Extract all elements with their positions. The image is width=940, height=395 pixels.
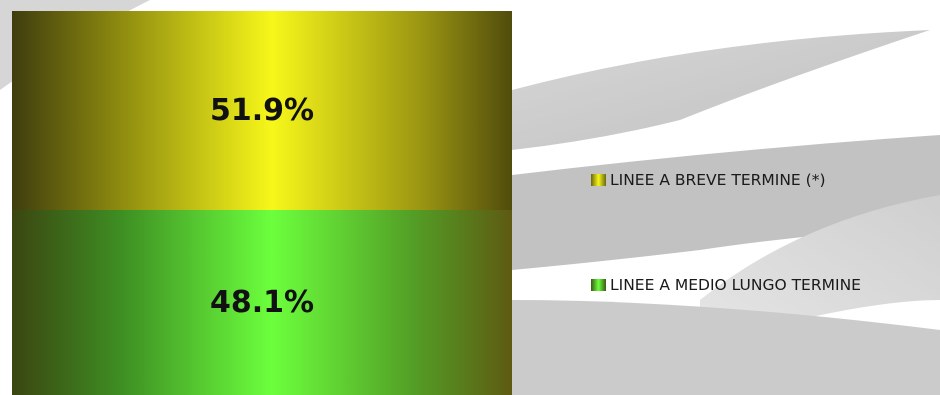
stacked-bar: 48.1% 51.9% — [12, 11, 512, 395]
data-label-medium-long-term: 48.1% — [209, 285, 315, 320]
legend-label-medium-long-term: LINEE A MEDIO LUNGO TERMINE — [610, 276, 861, 294]
bar-segment-short-term: 51.9% — [12, 11, 512, 210]
legend-swatch-green — [591, 279, 606, 291]
data-label-short-term: 51.9% — [209, 93, 315, 128]
legend-item-short-term: LINEE A BREVE TERMINE (*) — [591, 171, 826, 189]
legend-item-medium-long-term: LINEE A MEDIO LUNGO TERMINE — [591, 276, 861, 294]
legend-swatch-yellow — [591, 174, 606, 186]
bar-segment-medium-long-term: 48.1% — [12, 210, 512, 395]
legend-label-short-term: LINEE A BREVE TERMINE (*) — [610, 171, 826, 189]
